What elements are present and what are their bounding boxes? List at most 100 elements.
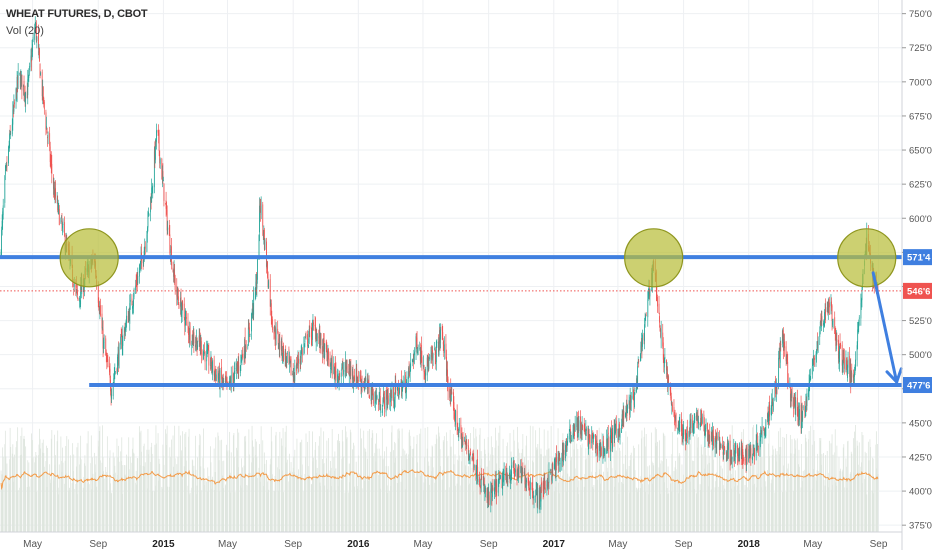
candle-body bbox=[772, 400, 774, 407]
candle-body bbox=[402, 381, 404, 384]
volume-bar bbox=[254, 438, 256, 532]
volume-bar bbox=[107, 490, 109, 532]
candle-body bbox=[227, 381, 228, 383]
candle-body bbox=[197, 345, 198, 350]
candle-body bbox=[849, 365, 851, 381]
candle-body bbox=[607, 432, 609, 435]
candle-body bbox=[266, 241, 267, 267]
volume-bar bbox=[136, 484, 138, 532]
volume-bar bbox=[860, 466, 862, 532]
candle-body bbox=[662, 332, 664, 347]
candle-body bbox=[39, 64, 41, 79]
time-tick-label: May bbox=[803, 539, 822, 550]
volume-bar bbox=[690, 481, 691, 532]
candle-body bbox=[819, 331, 821, 338]
candle-body bbox=[640, 341, 642, 349]
volume-bar bbox=[457, 460, 459, 532]
candle-body bbox=[2, 205, 4, 216]
volume-bar bbox=[801, 477, 803, 532]
candle-body bbox=[415, 336, 417, 352]
candle-body bbox=[150, 200, 152, 203]
candle-body bbox=[542, 482, 544, 491]
volume-indicator-label[interactable]: Vol (20) bbox=[6, 25, 44, 37]
candle-body bbox=[824, 309, 826, 313]
candle-body bbox=[230, 375, 232, 389]
candle-body bbox=[768, 405, 770, 418]
volume-bar bbox=[99, 426, 101, 532]
volume-bar bbox=[809, 490, 811, 532]
candle-body bbox=[540, 485, 542, 502]
candle-body bbox=[368, 383, 370, 394]
volume-bar bbox=[35, 452, 37, 532]
volume-bar bbox=[633, 458, 635, 532]
volume-bar bbox=[139, 432, 141, 532]
candle-body bbox=[147, 212, 149, 228]
time-axis[interactable]: May Sep 2015 May Sep 2016 May Sep 2017 May Sep 2018… bbox=[0, 531, 902, 550]
candle-body bbox=[381, 408, 383, 413]
candle-body bbox=[587, 428, 589, 446]
volume-bar bbox=[514, 482, 516, 532]
volume-bar bbox=[438, 426, 439, 532]
volume-bar bbox=[38, 455, 39, 532]
volume-bar bbox=[305, 433, 307, 532]
time-tick-label: May bbox=[414, 539, 433, 550]
candle-body bbox=[281, 338, 282, 352]
volume-bar bbox=[202, 457, 204, 532]
volume-bar bbox=[535, 430, 537, 532]
volume-bar bbox=[117, 457, 119, 532]
candle-body bbox=[599, 443, 601, 454]
volume-bar bbox=[106, 474, 108, 532]
volume-bar bbox=[432, 446, 433, 532]
highlight-circle-0[interactable] bbox=[59, 228, 119, 288]
candle-body bbox=[247, 327, 249, 346]
candle-body bbox=[221, 381, 223, 384]
volume-bar bbox=[304, 473, 306, 532]
candle-body bbox=[277, 334, 279, 345]
volume-bar bbox=[783, 465, 784, 532]
candle-body bbox=[120, 334, 122, 338]
candle-body bbox=[163, 180, 164, 182]
candle-body bbox=[548, 482, 549, 487]
candle-body bbox=[1, 229, 3, 252]
highlight-circle-2[interactable] bbox=[837, 228, 897, 288]
candle-body bbox=[183, 303, 185, 318]
projection-arrow[interactable] bbox=[871, 271, 899, 384]
candle-body bbox=[310, 332, 312, 340]
volume-bar bbox=[131, 462, 133, 532]
volume-bar bbox=[167, 486, 169, 532]
candle-body bbox=[1, 220, 3, 230]
candle-body bbox=[670, 396, 672, 404]
volume-bar bbox=[688, 476, 690, 532]
candle-body bbox=[323, 340, 325, 361]
volume-bar bbox=[289, 475, 291, 532]
candle-body bbox=[742, 452, 744, 461]
volume-bar bbox=[307, 466, 309, 532]
volume-bar bbox=[32, 440, 33, 532]
candle-body bbox=[348, 368, 350, 376]
volume-bar bbox=[725, 480, 727, 532]
volume-bar bbox=[49, 464, 51, 532]
candle-body bbox=[595, 434, 596, 451]
volume-bar bbox=[96, 486, 98, 532]
volume-bar bbox=[602, 491, 604, 532]
candle-body bbox=[274, 325, 275, 332]
candle-body bbox=[307, 334, 309, 347]
volume-bar bbox=[794, 448, 796, 532]
candle-body bbox=[257, 259, 258, 280]
candle-body bbox=[413, 353, 415, 360]
candle-body bbox=[275, 328, 277, 340]
volume-bar bbox=[83, 463, 85, 532]
volume-bar bbox=[326, 440, 328, 532]
symbol-title[interactable]: WHEAT FUTURES, D, CBOT bbox=[6, 8, 148, 20]
candle-body bbox=[490, 486, 492, 492]
volume-bar bbox=[406, 458, 408, 532]
candle-body bbox=[585, 428, 587, 435]
volume-bar bbox=[337, 486, 339, 532]
highlight-circle-1[interactable] bbox=[624, 228, 684, 288]
volume-bar bbox=[371, 430, 373, 532]
candle-body bbox=[401, 379, 403, 397]
candle-body bbox=[484, 489, 486, 495]
volume-bar bbox=[182, 431, 184, 532]
price-axis[interactable]: 750'0725'0700'0675'0650'0625'0600'0575'0… bbox=[901, 0, 932, 550]
